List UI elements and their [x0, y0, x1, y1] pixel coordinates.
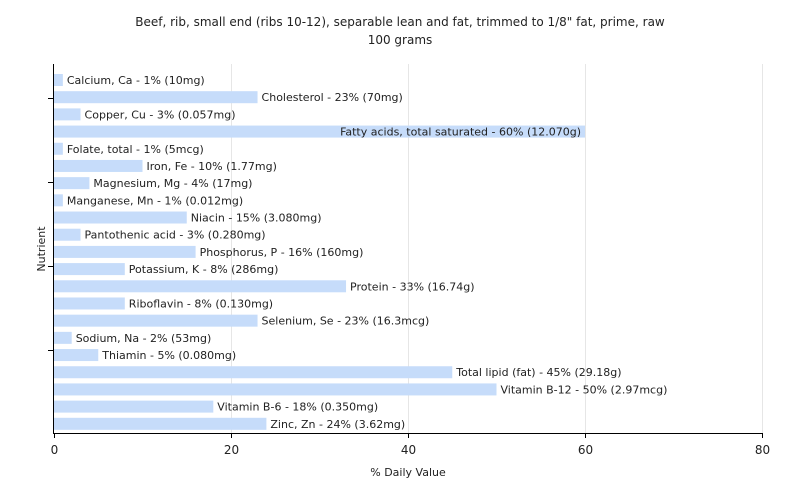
- bar-label: Iron, Fe - 10% (1.77mg): [147, 160, 277, 173]
- bar-label: Pantothenic acid - 3% (0.280mg): [85, 229, 266, 242]
- bar: [54, 211, 187, 224]
- bar: [54, 280, 347, 293]
- x-axis-ticks: 0 20 40 60 80: [51, 433, 770, 457]
- bars: [54, 74, 585, 430]
- bar: [54, 125, 585, 138]
- bar-label: Calcium, Ca - 1% (10mg): [67, 74, 205, 87]
- bar-label: Thiamin - 5% (0.080mg): [101, 349, 236, 362]
- bar-label: Selenium, Se - 23% (16.3mcg): [262, 315, 430, 328]
- bar-label: Niacin - 15% (3.080mg): [191, 212, 322, 225]
- bar-label: Total lipid (fat) - 45% (29.18g): [455, 366, 621, 379]
- bar-label: Folate, total - 1% (5mcg): [67, 143, 204, 156]
- x-tick-label: 0: [51, 443, 59, 457]
- bar-label: Magnesium, Mg - 4% (17mg): [93, 177, 252, 190]
- bar: [54, 194, 63, 207]
- chart-subtitle: 100 grams: [368, 33, 433, 47]
- bar-label: Manganese, Mn - 1% (0.012mg): [67, 194, 243, 207]
- bar-label: Potassium, K - 8% (286mg): [129, 263, 279, 276]
- bar: [54, 331, 72, 344]
- bar: [54, 263, 125, 276]
- bar: [54, 366, 453, 379]
- bar-label: Copper, Cu - 3% (0.057mg): [85, 108, 236, 121]
- bar: [54, 228, 81, 241]
- chart-title: Beef, rib, small end (ribs 10-12), separ…: [135, 15, 665, 29]
- bar-label: Cholesterol - 23% (70mg): [262, 91, 403, 104]
- bar: [54, 142, 63, 155]
- bar: [54, 349, 99, 362]
- bar-label: Sodium, Na - 2% (53mg): [76, 332, 212, 345]
- bar-label: Phosphorus, P - 16% (160mg): [200, 246, 364, 259]
- bar: [54, 314, 258, 327]
- bar: [54, 108, 81, 121]
- bar: [54, 177, 90, 190]
- bar: [54, 417, 267, 430]
- x-axis-title: % Daily Value: [370, 466, 446, 479]
- bar-label: Fatty acids, total saturated - 60% (12.0…: [340, 126, 581, 139]
- bar-label: Protein - 33% (16.74g): [350, 280, 475, 293]
- bar-label: Riboflavin - 8% (0.130mg): [129, 297, 273, 310]
- bar: [54, 91, 258, 104]
- bar-labels: Calcium, Ca - 1% (10mg) Cholesterol - 23%…: [67, 74, 668, 431]
- bar-label: Zinc, Zn - 24% (3.62mg): [270, 418, 405, 431]
- x-tick-label: 60: [578, 443, 593, 457]
- bar: [54, 383, 497, 396]
- bar: [54, 400, 214, 413]
- bar-label: Vitamin B-12 - 50% (2.97mcg): [501, 383, 668, 396]
- x-tick-label: 40: [401, 443, 416, 457]
- bar: [54, 159, 143, 172]
- bar-label: Vitamin B-6 - 18% (0.350mg): [217, 401, 378, 414]
- bar: [54, 245, 196, 258]
- bar: [54, 74, 63, 86]
- bar: [54, 297, 125, 310]
- x-tick-label: 80: [755, 443, 770, 457]
- x-tick-label: 20: [224, 443, 239, 457]
- y-axis-title: Nutrient: [35, 226, 48, 272]
